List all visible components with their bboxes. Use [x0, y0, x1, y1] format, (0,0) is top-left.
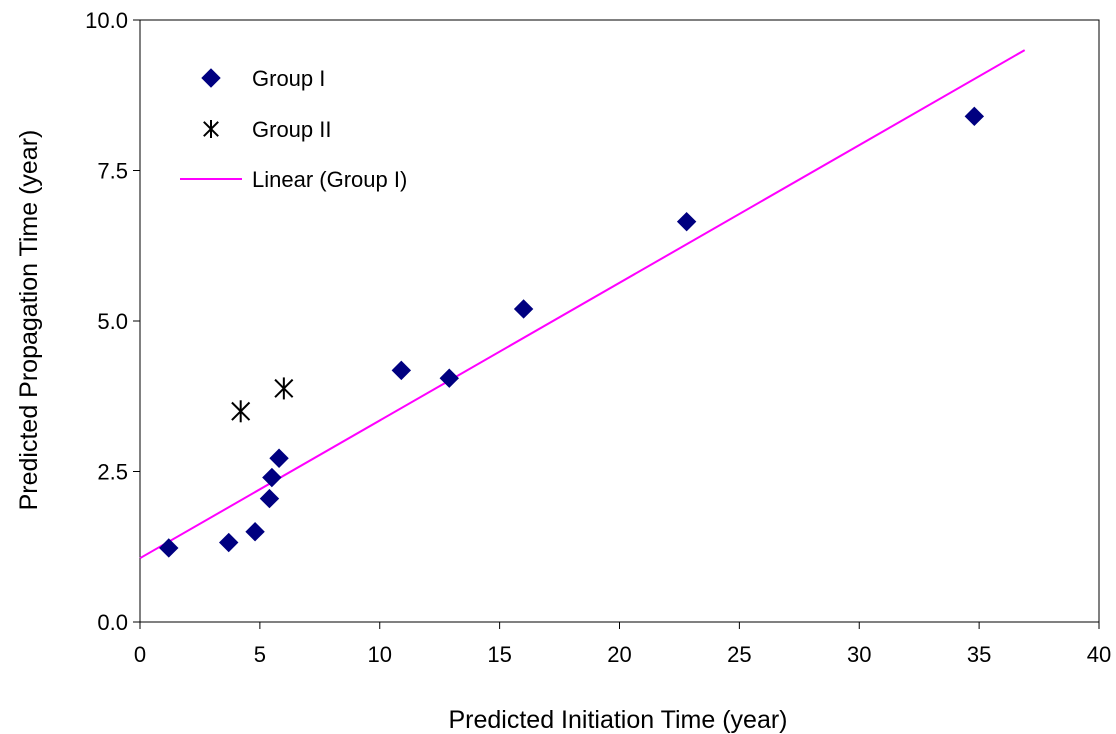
group-i-point [245, 521, 265, 542]
group-i-point [259, 488, 280, 509]
group-i-point [269, 448, 289, 468]
axes: 0.0 2.5 5.0 7.5 10.0 0 5 10 15 20 25 30 35 40 [85, 8, 1111, 667]
asterisk-stroke [203, 121, 219, 137]
y-axis-title: Predicted Propagation Time (year) [15, 130, 43, 511]
legend-symbol-group-ii [203, 120, 219, 138]
group-i-point [964, 106, 985, 127]
group-i-point [513, 299, 534, 319]
asterisk-stroke [274, 378, 294, 398]
group-i-point [676, 211, 697, 232]
trendline-group-i [139, 49, 1026, 560]
x-tick-label: 5 [254, 642, 266, 667]
x-tick-label: 35 [967, 642, 991, 667]
x-tick-label: 10 [368, 642, 392, 667]
group-i-point [159, 538, 179, 558]
x-axis-title: Predicted Initiation Time (year) [448, 706, 787, 734]
y-tick-label: 0.0 [97, 610, 128, 635]
group-i-point [262, 467, 282, 488]
y-tick-label: 7.5 [97, 159, 128, 184]
x-tick-label: 20 [607, 642, 631, 667]
x-tick-label: 0 [134, 642, 146, 667]
y-tick-label: 10.0 [85, 8, 128, 33]
group-ii-point [274, 377, 294, 400]
group-i-point [439, 368, 459, 388]
legend-label: Group II [252, 117, 331, 142]
x-tick-label: 40 [1087, 642, 1111, 667]
y-tick-label: 5.0 [97, 309, 128, 334]
group-i-point [391, 360, 412, 381]
points-layer [159, 106, 985, 558]
trendline-layer [139, 49, 1026, 560]
legend: Group I Group II Linear (Group I) [180, 66, 407, 192]
group-ii-point [231, 400, 251, 423]
legend-label: Linear (Group I) [252, 167, 407, 192]
x-tick-label: 15 [487, 642, 511, 667]
x-tick-label: 25 [727, 642, 751, 667]
x-tick-label: 30 [847, 642, 871, 667]
y-tick-label: 2.5 [97, 460, 128, 485]
plot-frame [139, 19, 1100, 623]
group-i-point [219, 532, 239, 553]
legend-label: Group I [252, 66, 325, 91]
asterisk-stroke [231, 401, 251, 421]
legend-symbol-group-i [201, 68, 221, 88]
